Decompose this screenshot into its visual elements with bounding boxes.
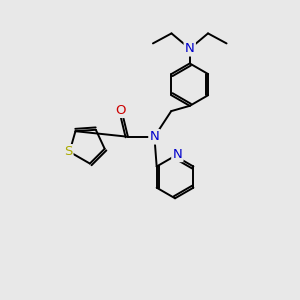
Text: O: O — [115, 104, 126, 117]
Text: N: N — [149, 130, 159, 143]
Text: N: N — [185, 42, 195, 55]
Text: N: N — [172, 148, 182, 161]
Text: S: S — [64, 145, 72, 158]
